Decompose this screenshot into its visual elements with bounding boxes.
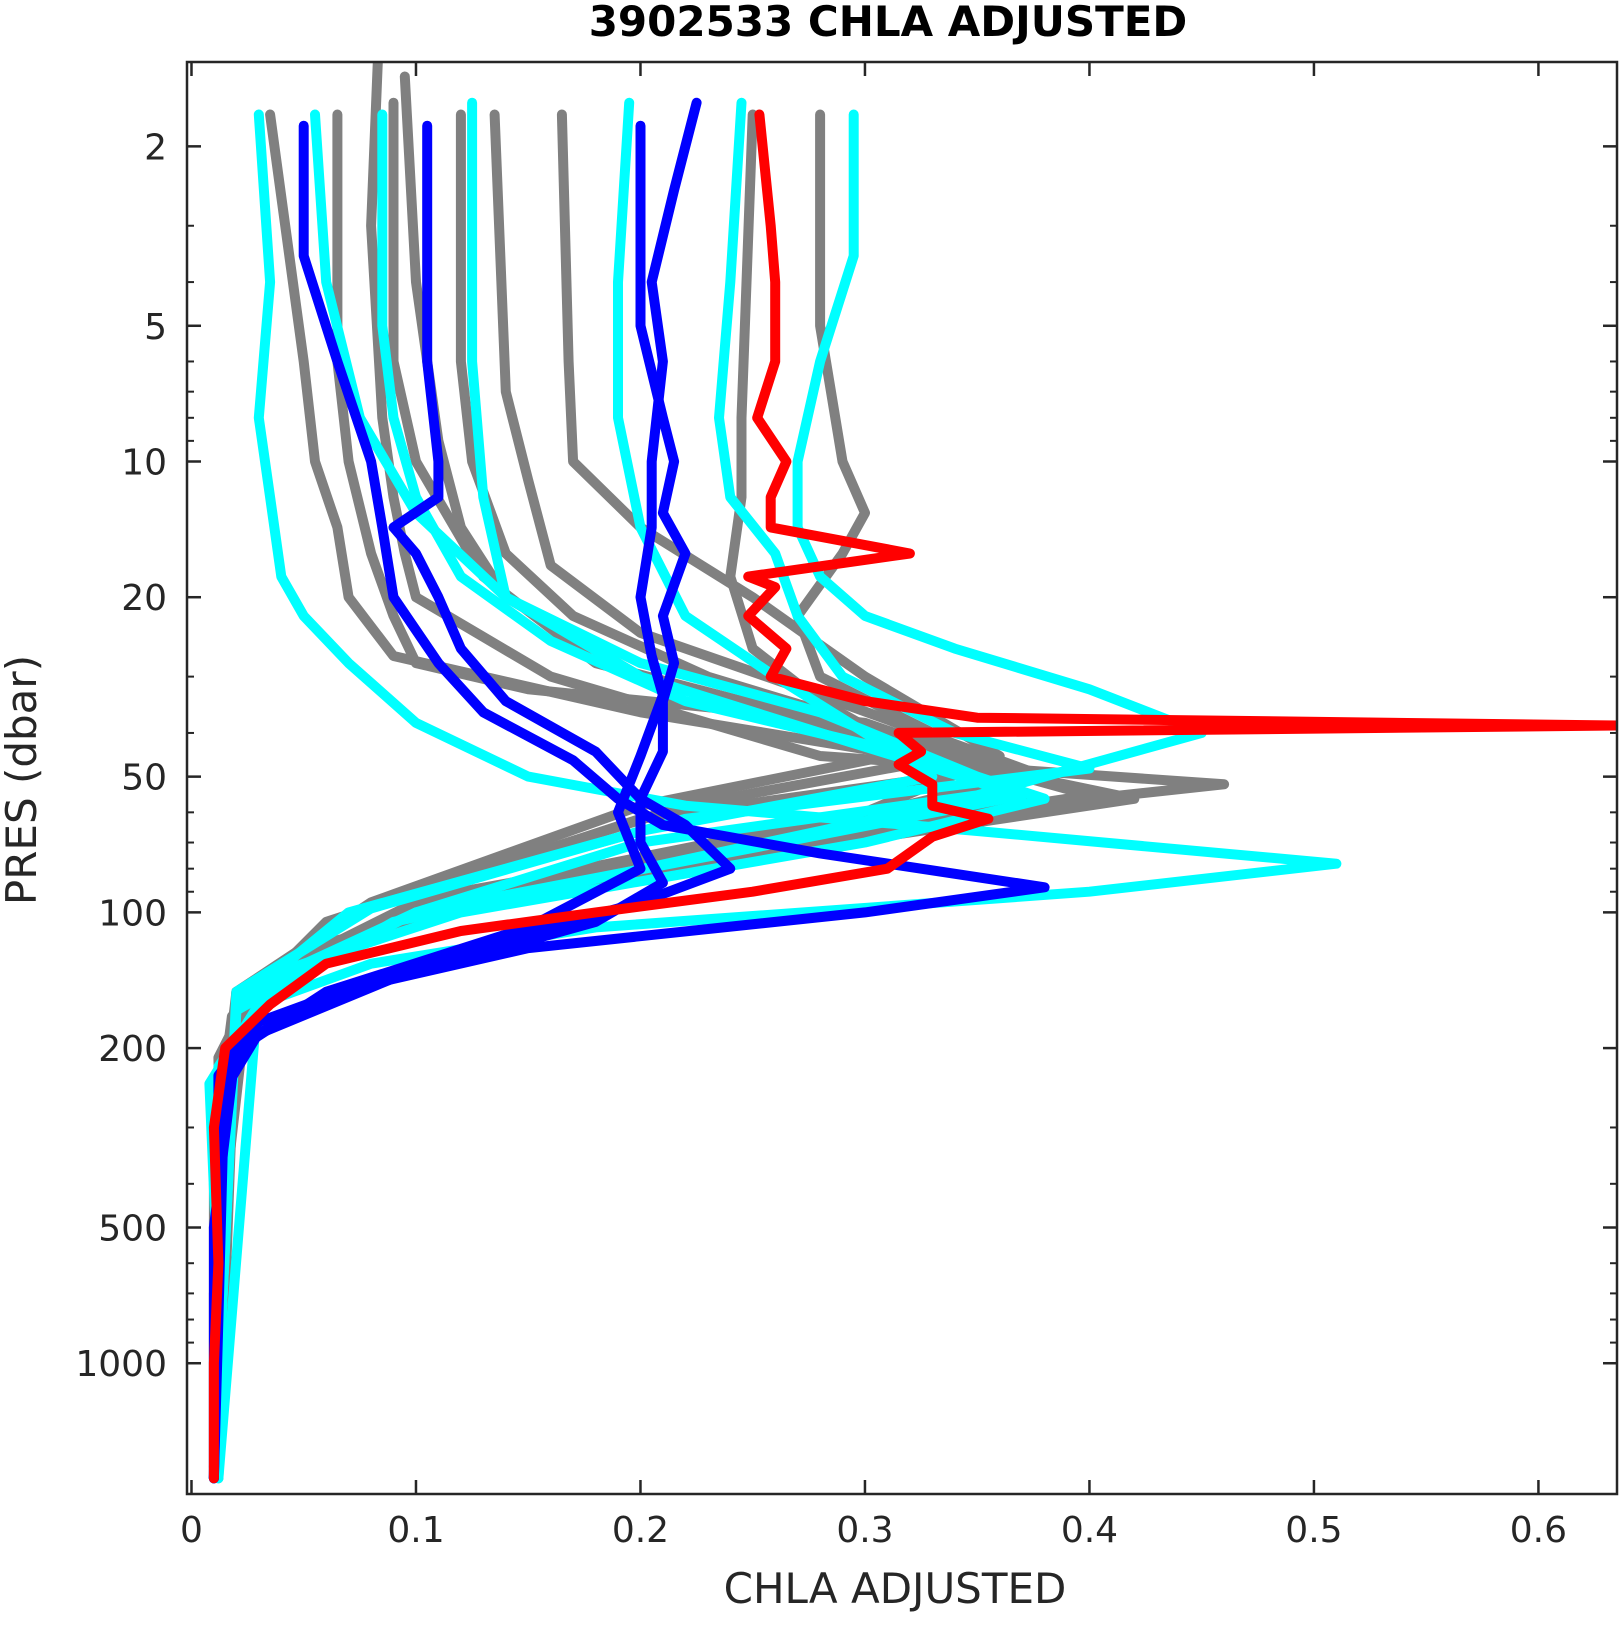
y-tick-label: 2 <box>144 127 167 168</box>
axes: 0 0.1 0.2 0.3 0.4 0.5 0.6 2 5 10 20 50 100 200 500 1000 <box>75 60 1619 1551</box>
x-axis-label: CHLA ADJUSTED <box>724 1564 1067 1613</box>
y-tick-label: 5 <box>144 307 167 348</box>
x-tick-label: 0.2 <box>612 1510 669 1551</box>
x-tick-label: 0.5 <box>1285 1510 1342 1551</box>
x-tick-label: 0.4 <box>1061 1510 1118 1551</box>
x-tick-label: 0 <box>180 1510 203 1551</box>
y-tick-label: 20 <box>121 578 167 619</box>
profile-line-cyan-15 <box>208 97 938 1484</box>
x-tick-label: 0.1 <box>387 1510 444 1551</box>
y-tick-label: 500 <box>98 1209 167 1250</box>
profile-line-blue-20 <box>208 120 691 1484</box>
plot-frame <box>185 60 1619 1496</box>
x-tick-label: 0.6 <box>1510 1510 1567 1551</box>
y-tick-label: 10 <box>121 442 167 483</box>
x-tick-label: 0.3 <box>836 1510 893 1551</box>
profile-line-cyan-17 <box>208 109 1207 1484</box>
y-tick-label: 50 <box>121 758 167 799</box>
plot-area <box>204 62 1617 1484</box>
y-tick-label: 200 <box>98 1029 167 1070</box>
y-tick-label: 1000 <box>75 1344 167 1385</box>
y-tick-label: 100 <box>98 893 167 934</box>
profile-line-red-22 <box>208 109 1617 1484</box>
y-axis-label: PRES (dbar) <box>0 655 46 905</box>
profile-line-blue-21 <box>208 97 702 1484</box>
profile-line-cyan-16 <box>208 97 1095 1484</box>
chart-title: 3902533 CHLA ADJUSTED <box>589 0 1188 46</box>
